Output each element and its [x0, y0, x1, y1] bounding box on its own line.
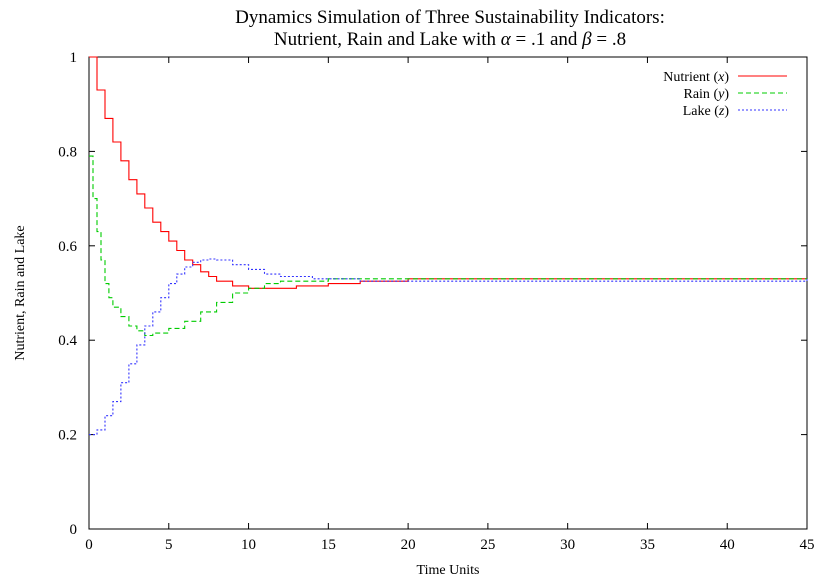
y-axis: 0 0.2 0.4 0.6 0.8 1: [58, 50, 807, 538]
legend-paren-close: ): [724, 87, 729, 102]
y-tick-label: 0.2: [58, 428, 77, 444]
legend-paren-open: (: [710, 70, 719, 85]
x-tick-label: 35: [640, 537, 655, 553]
series-line-rain: [89, 155, 807, 337]
legend-series-var: y: [716, 87, 725, 102]
x-axis-label: Time Units: [417, 563, 480, 578]
x-tick-label: 15: [321, 537, 336, 553]
alpha-value: = .1 and: [511, 29, 582, 50]
legend-paren-close: ): [724, 104, 729, 119]
series-line-lake: [89, 258, 808, 436]
y-tick-label: 0.8: [58, 144, 77, 160]
chart-title: Dynamics Simulation of Three Sustainabil…: [235, 7, 665, 28]
legend-series-name: Rain: [683, 87, 709, 102]
series-layer: [89, 56, 808, 436]
subtitle-prefix: Nutrient, Rain and Lake with: [274, 29, 501, 50]
y-axis-label: Nutrient, Rain and Lake: [13, 225, 28, 360]
beta-symbol: β: [581, 29, 592, 50]
alpha-symbol: α: [501, 29, 512, 50]
x-tick-label: 30: [560, 537, 575, 553]
x-tick-label: 10: [241, 537, 256, 553]
legend-series-name: Lake: [683, 104, 711, 119]
x-tick-label: 20: [401, 537, 416, 553]
legend-label-rain: Rain (y): [683, 87, 729, 102]
x-axis: 0 5 10 15 20 25 30 35 40 45: [85, 57, 815, 553]
x-tick-label: 25: [480, 537, 495, 553]
y-tick-label: 1: [70, 50, 78, 66]
legend: Nutrient (x)Rain (y)Lake (z): [663, 70, 787, 119]
plot-frame: [88, 56, 808, 530]
x-tick-label: 0: [85, 537, 93, 553]
legend-series-name: Nutrient: [663, 70, 710, 85]
y-tick-label: 0: [70, 522, 78, 538]
y-tick-label: 0.6: [58, 239, 77, 255]
legend-paren-open: (: [710, 87, 719, 102]
x-tick-label: 5: [165, 537, 173, 553]
beta-value: = .8: [592, 29, 626, 50]
x-tick-label: 40: [720, 537, 735, 553]
series-line-nutrient: [89, 56, 807, 289]
legend-series-var: z: [718, 104, 725, 119]
x-tick-label: 45: [800, 537, 815, 553]
y-tick-label: 0.4: [58, 333, 77, 349]
legend-paren-close: ): [724, 70, 729, 85]
chart-subtitle: Nutrient, Rain and Lake with α = .1 and …: [274, 29, 626, 50]
legend-label-lake: Lake (z): [683, 104, 730, 119]
legend-paren-open: (: [711, 104, 720, 119]
legend-label-nutrient: Nutrient (x): [663, 70, 729, 85]
legend-series-var: x: [717, 70, 725, 85]
